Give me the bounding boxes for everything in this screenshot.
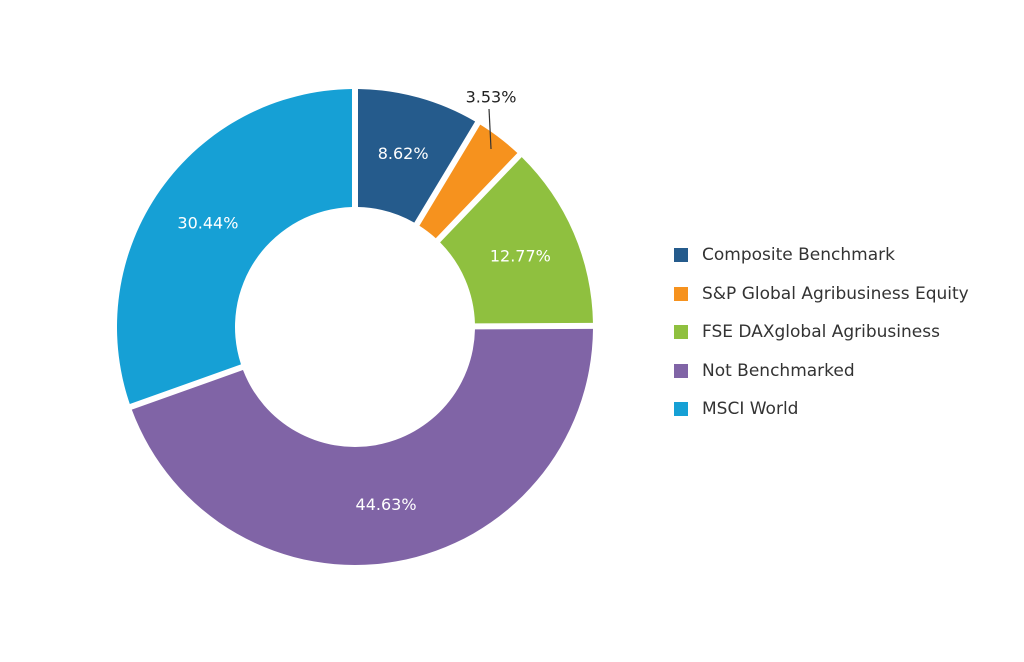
data-label-not-benchmarked: 44.63% bbox=[356, 495, 417, 514]
legend: Composite Benchmark S&P Global Agribusine… bbox=[674, 236, 969, 429]
leader-line-sandp-global-agribusiness-equity bbox=[488, 108, 492, 150]
slices-group bbox=[116, 89, 593, 565]
legend-label: FSE DAXglobal Agribusiness bbox=[702, 322, 940, 343]
data-label-fse-daxglobal-agribusiness: 12.77% bbox=[490, 246, 551, 265]
slice-not-benchmarked bbox=[131, 328, 593, 565]
legend-item-not-benchmarked: Not Benchmarked bbox=[674, 352, 969, 391]
legend-item-composite-benchmark: Composite Benchmark bbox=[674, 236, 969, 275]
legend-swatch bbox=[674, 402, 688, 417]
legend-item-msci-world: MSCI World bbox=[674, 390, 969, 429]
data-label-msci-world: 30.44% bbox=[177, 214, 238, 233]
legend-swatch bbox=[674, 363, 688, 378]
legend-item-sandp-global-agribusiness-equity: S&P Global Agribusiness Equity bbox=[674, 275, 969, 314]
legend-item-fse-daxglobal-agribusiness: FSE DAXglobal Agribusiness bbox=[674, 313, 969, 352]
data-label-sandp-global-agribusiness-equity: 3.53% bbox=[466, 88, 517, 107]
data-label-composite-benchmark: 8.62% bbox=[378, 144, 429, 163]
legend-label: MSCI World bbox=[702, 399, 799, 420]
legend-label: S&P Global Agribusiness Equity bbox=[702, 283, 969, 304]
slice-composite-benchmark bbox=[357, 89, 476, 223]
legend-swatch bbox=[674, 248, 688, 263]
slice-msci-world bbox=[116, 89, 353, 404]
slice-fse-daxglobal-agribusiness bbox=[440, 157, 593, 324]
labels-group: 8.62% 3.53% 12.77% 44.63% 30.44% bbox=[177, 88, 550, 514]
legend-swatch bbox=[674, 325, 688, 340]
slice-sandp-global-agribusiness-equity bbox=[419, 124, 518, 239]
legend-label: Not Benchmarked bbox=[702, 360, 855, 381]
legend-swatch bbox=[674, 286, 688, 301]
legend-label: Composite Benchmark bbox=[702, 245, 895, 266]
